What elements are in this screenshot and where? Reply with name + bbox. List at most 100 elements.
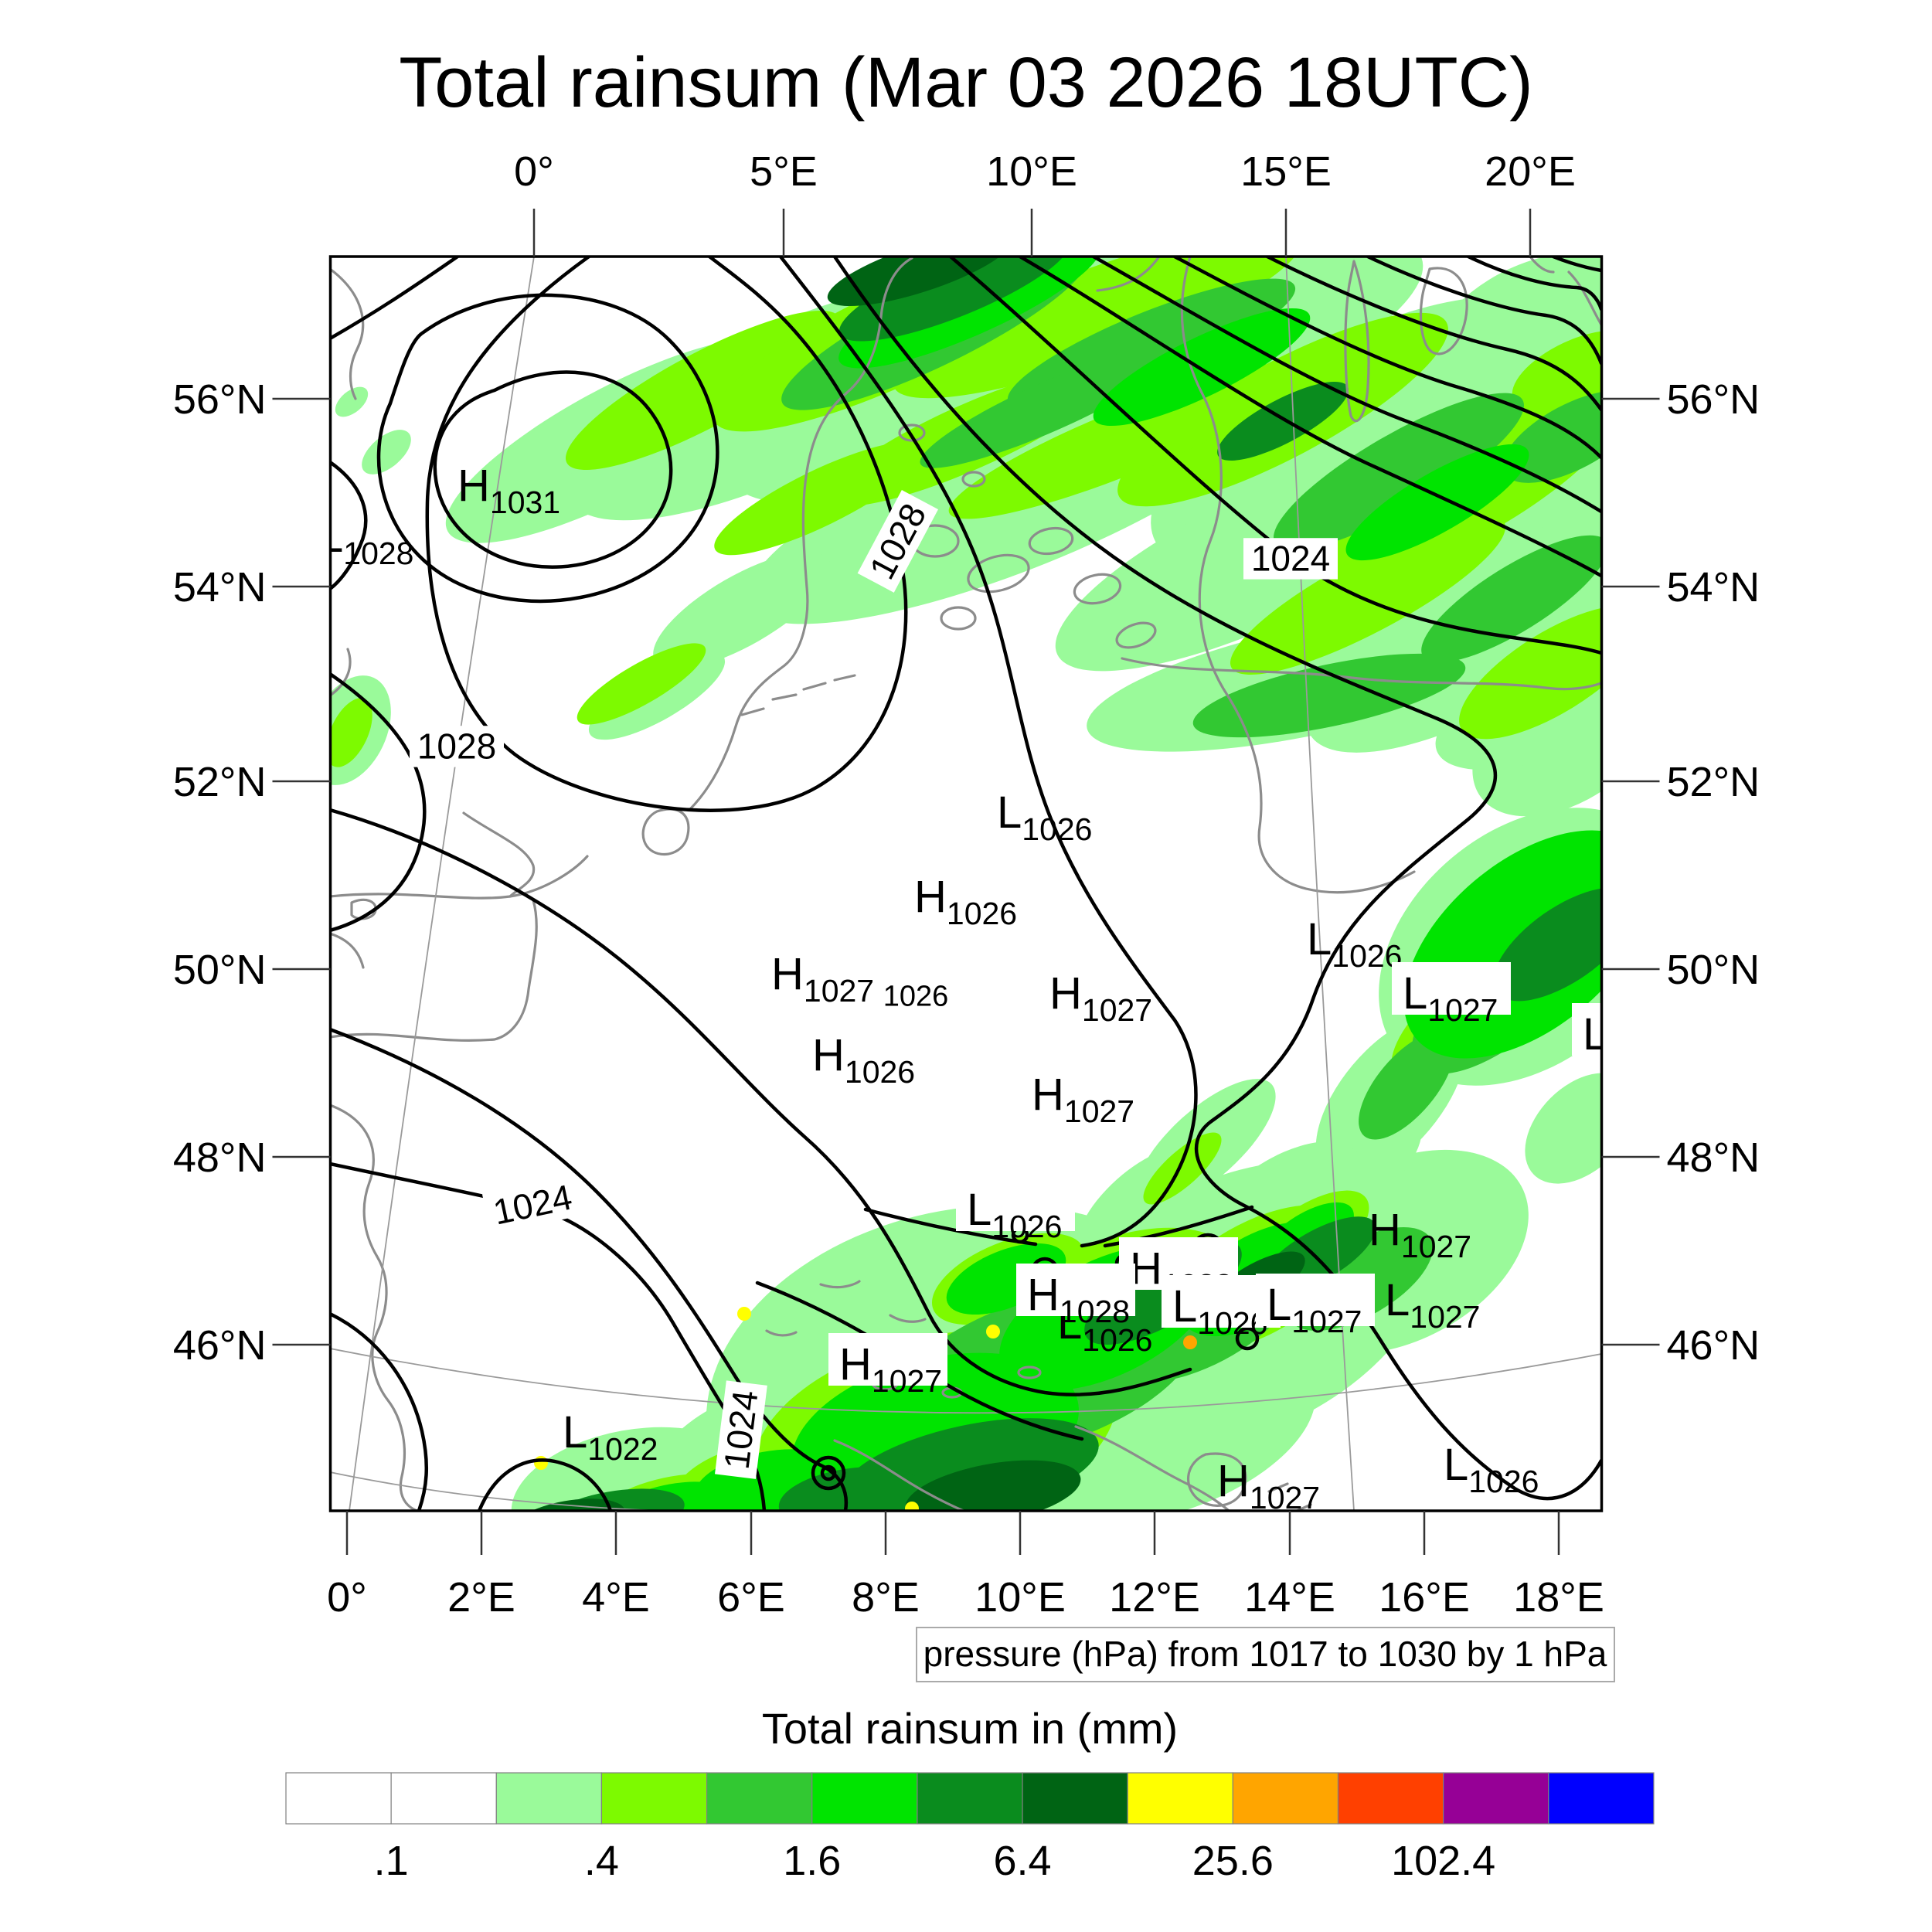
colorbar-cell: [1548, 1772, 1655, 1825]
colorbar-cell: [495, 1772, 603, 1825]
precip-cell: [1273, 393, 1525, 550]
colorbar-tick-label: .1: [374, 1838, 409, 1884]
pressure-center-l1026: L1026: [956, 1179, 1075, 1244]
colorbar-cell: [1022, 1772, 1128, 1825]
axes: 0° 5°E 10°E 15°E 20°E 0° 2°E 4°E 6°E 8°E 10°E 12°E 1…: [173, 148, 1760, 1621]
pressure-center-h1027: H1027: [1217, 1456, 1320, 1515]
colorbar-cell: [706, 1772, 813, 1825]
label-gap: [857, 490, 939, 593]
bottom-axis-label: 8°E: [852, 1574, 920, 1621]
bottom-axis-label: 4°E: [582, 1574, 650, 1621]
isobar-1026-east: [832, 257, 1602, 1501]
top-axis-label: 0°: [514, 148, 554, 195]
label-box: [956, 1179, 1075, 1231]
precip-cell: [577, 643, 706, 725]
pressure-center-h1027: H1027: [828, 1333, 947, 1399]
top-axis-label: 20°E: [1485, 148, 1576, 195]
colorbar: .1 .4 1.6 6.4 25.6 102.4: [285, 1772, 1655, 1884]
precip-cell: [838, 257, 1070, 342]
pressure-center-l1022: L1022: [563, 1407, 658, 1467]
label-box: [1392, 962, 1511, 1015]
contour-label-1026: 1026: [879, 978, 952, 1013]
pressure-center-h1031: H1031: [457, 461, 560, 520]
pressure-center-text: L1026: [1583, 1009, 1678, 1069]
bottom-axis-label: 2°E: [447, 1574, 515, 1621]
isobar-1030: [433, 370, 673, 569]
colorbar-cell: [285, 1772, 392, 1825]
pressure-center-text: H1026: [914, 872, 1017, 931]
pressure-center-l1026: L1026: [1572, 1003, 1678, 1069]
contour-label-1024: 1024: [714, 1380, 767, 1479]
label-box: [828, 1333, 947, 1386]
label-gap: [481, 1175, 583, 1235]
right-axis-label: 50°N: [1667, 947, 1760, 993]
bottom-axis-label: 12°E: [1109, 1574, 1200, 1621]
pressure-center-h1027: H1027: [771, 949, 874, 1009]
label-box: [1016, 1264, 1135, 1316]
pressure-center-text: L1028: [318, 512, 413, 571]
right-axis-label: 48°N: [1667, 1134, 1760, 1181]
pressure-center-l1026: L1026: [1444, 1440, 1539, 1499]
precip-cell: [920, 343, 1182, 468]
left-axis-label: 54°N: [173, 564, 267, 611]
map-area: H1031 L1028 L1026 H1026 H1027 H1026 L1026 H1027…: [318, 257, 1678, 1515]
colorbar-cell: [1127, 1772, 1233, 1825]
precip-cell: [362, 430, 411, 474]
pressure-center-text: H1027: [771, 949, 874, 1009]
colorbar-tick-label: 25.6: [1192, 1838, 1274, 1884]
isobar-1027-east: [778, 257, 1198, 1248]
pressure-caption: pressure (hPa) from 1017 to 1030 by 1 hP…: [923, 1634, 1607, 1674]
pressure-center-text: H1028: [1027, 1270, 1130, 1329]
pressure-center-text: L1027: [1267, 1280, 1362, 1339]
precip-cell: [335, 386, 369, 417]
colorbar-cell: [1443, 1772, 1549, 1825]
contour-label-1028: 1028: [410, 726, 504, 767]
bottom-axis-label: 16°E: [1379, 1574, 1470, 1621]
pressure-center-text: L1022: [563, 1407, 658, 1467]
pressure-center-l1026: L1026: [997, 787, 1092, 847]
right-axis-label: 54°N: [1667, 564, 1760, 611]
pressure-center-l1028: L1028: [318, 512, 414, 571]
precip-cell: [1192, 653, 1466, 738]
pressure-center-h1028: H1028: [1016, 1264, 1135, 1329]
pressure-center-h1026: H1026: [914, 872, 1017, 931]
contour-label-text: 1028: [417, 726, 496, 767]
precip-cell: [905, 1460, 1081, 1511]
pressure-center-text: H1027: [1049, 968, 1152, 1028]
map-border: [328, 255, 1604, 1512]
colorbar-cell: [390, 1772, 497, 1825]
top-axis-label: 15°E: [1240, 148, 1332, 195]
label-gap: [1243, 538, 1338, 580]
parallel-45n: [330, 1471, 679, 1511]
precip-cell: [1183, 1335, 1197, 1349]
pressure-center-l1027: L1027: [1256, 1274, 1375, 1339]
label-gap: [879, 978, 952, 1013]
left-axis-label: 56°N: [173, 376, 267, 423]
bottom-axis-label: 0°: [327, 1574, 367, 1621]
precip-cell: [1143, 1132, 1222, 1205]
colorbar-cell: [917, 1772, 1023, 1825]
legend-title: Total rainsum in (mm): [762, 1704, 1178, 1753]
pressure-center-h1027: H1027: [1369, 1205, 1471, 1264]
precip-cell: [1359, 1032, 1454, 1140]
pressure-center-text: H1027: [1217, 1456, 1320, 1515]
pressure-caption-box: [916, 1627, 1615, 1682]
precip-cell: [330, 698, 372, 767]
pressure-center-l1027: L1027: [1392, 962, 1511, 1028]
isobar-1028: [425, 257, 908, 812]
colorbar-cell: [1337, 1772, 1444, 1825]
precip-cell: [986, 1325, 1000, 1338]
colorbar-tick-label: 1.6: [783, 1838, 841, 1884]
contour-label-1024: 1024: [1243, 538, 1338, 580]
left-axis-label: 46°N: [173, 1322, 267, 1369]
label-box: [1256, 1274, 1375, 1326]
colorbar-cell: [600, 1772, 708, 1825]
pressure-center-text: L1026: [997, 787, 1092, 847]
right-axis-label: 52°N: [1667, 759, 1760, 805]
colorbar-cell: [811, 1772, 918, 1825]
pressure-center-h1026: H1026: [812, 1030, 915, 1090]
right-axis-label: 56°N: [1667, 376, 1760, 423]
left-axis-label: 52°N: [173, 759, 267, 805]
precip-cell: [737, 1307, 751, 1321]
